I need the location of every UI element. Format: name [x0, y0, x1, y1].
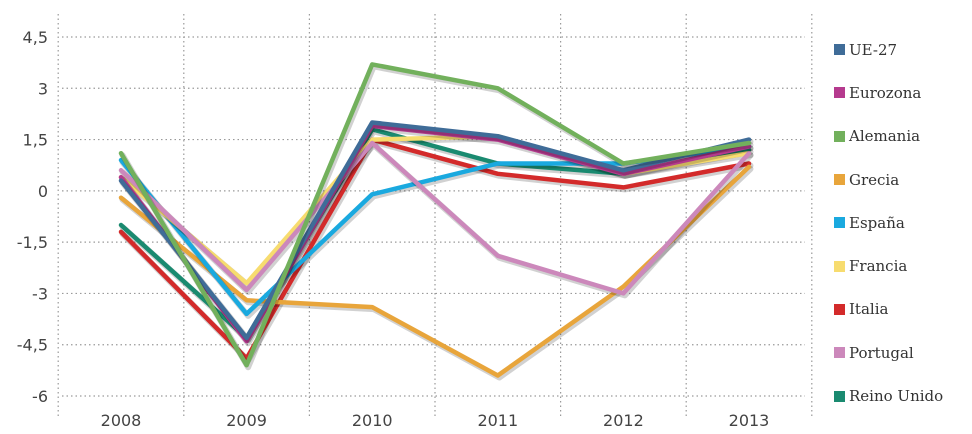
legend-swatch: [834, 87, 845, 99]
legend-label: Francia: [849, 257, 908, 276]
y-tick-label: -6: [32, 387, 48, 406]
legend-item: Francia: [834, 244, 970, 287]
series-line-grecia: [118, 164, 752, 378]
series-line-ue-27: [118, 120, 752, 341]
legend-swatch: [834, 390, 845, 402]
legend-swatch: [834, 130, 845, 142]
x-tick-label: 2012: [603, 411, 644, 430]
legend-item: Portugal: [834, 331, 970, 374]
legend-swatch: [834, 217, 845, 229]
legend-label: Reino Unido: [849, 387, 944, 406]
legend-item: Alemania: [834, 115, 970, 158]
series-line-italia: [118, 137, 752, 361]
y-tick-label: -3: [32, 284, 48, 303]
legend-label: España: [849, 213, 905, 232]
y-tick-label: 4,5: [23, 28, 48, 47]
y-axis-tick-labels: 4,5 3 1,5 0 -1,5 -3 -4,5 -6: [17, 28, 48, 406]
chart-legend: UE-27 Eurozona Alemania Grecia España Francia…: [834, 28, 970, 418]
legend-item: Grecia: [834, 158, 970, 201]
x-tick-label: 2013: [729, 411, 770, 430]
legend-label: Grecia: [849, 170, 900, 189]
chart-series-lines: [118, 62, 754, 381]
x-axis-tick-labels: 2008 2009 2010 2011 2012 2013: [101, 411, 770, 430]
legend-swatch: [834, 347, 845, 359]
legend-label: UE-27: [849, 40, 898, 59]
y-tick-label: -4,5: [17, 336, 48, 355]
legend-swatch: [834, 174, 845, 186]
legend-swatch: [834, 44, 845, 56]
series-line-portugal: [118, 140, 752, 296]
x-tick-label: 2008: [101, 411, 142, 430]
legend-label: Portugal: [849, 343, 914, 362]
legend-label: Eurozona: [849, 83, 922, 102]
y-tick-label: -1,5: [17, 233, 48, 252]
y-tick-label: 1,5: [23, 131, 48, 150]
y-tick-label: 0: [38, 182, 48, 201]
line-chart: 4,5 3 1,5 0 -1,5 -3 -4,5 -6 2008 2009 2010 2011 201…: [17, 14, 813, 430]
x-tick-label: 2010: [352, 411, 393, 430]
legend-label: Italia: [849, 300, 889, 319]
legend-item: Eurozona: [834, 71, 970, 114]
x-tick-label: 2009: [226, 411, 267, 430]
legend-item: UE-27: [834, 28, 970, 71]
series-line-shadow: [119, 63, 754, 371]
legend-label: Alemania: [849, 127, 921, 146]
x-tick-label: 2011: [477, 411, 518, 430]
series-line-alemania: [118, 62, 752, 368]
y-tick-label: 3: [38, 79, 48, 98]
legend-swatch: [834, 260, 845, 272]
legend-swatch: [834, 303, 845, 315]
legend-item: España: [834, 201, 970, 244]
legend-item: Italia: [834, 288, 970, 331]
legend-item: Reino Unido: [834, 374, 970, 417]
